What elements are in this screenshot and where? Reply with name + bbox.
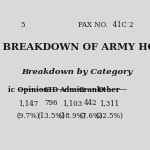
Text: (7.6%): (7.6%) (79, 112, 102, 120)
Text: 796: 796 (45, 99, 58, 107)
Text: Other: Other (98, 86, 121, 94)
Text: Admin: Admin (60, 86, 85, 94)
Text: CID: CID (44, 86, 59, 94)
Text: 442: 442 (84, 99, 98, 107)
Text: (9.7%): (9.7%) (16, 112, 40, 120)
Text: (13.5%): (13.5%) (38, 112, 65, 120)
Text: (18.9%): (18.9%) (58, 112, 86, 120)
Text: 1,147: 1,147 (18, 99, 38, 107)
Text: 1,311: 1,311 (99, 99, 120, 107)
Text: Crank: Crank (79, 86, 103, 94)
Text: NUMERIC BREAKDOWN OF ARMY HOTLINE CA: NUMERIC BREAKDOWN OF ARMY HOTLINE CA (0, 43, 150, 52)
Text: ic Opinion: ic Opinion (8, 86, 48, 94)
Text: 1,103: 1,103 (62, 99, 82, 107)
Text: (22.5%): (22.5%) (96, 112, 123, 120)
Text: 5: 5 (20, 21, 24, 29)
Text: Breakdown by Category: Breakdown by Category (21, 68, 133, 76)
Text: PAX NO.  41C 2: PAX NO. 41C 2 (78, 21, 134, 29)
